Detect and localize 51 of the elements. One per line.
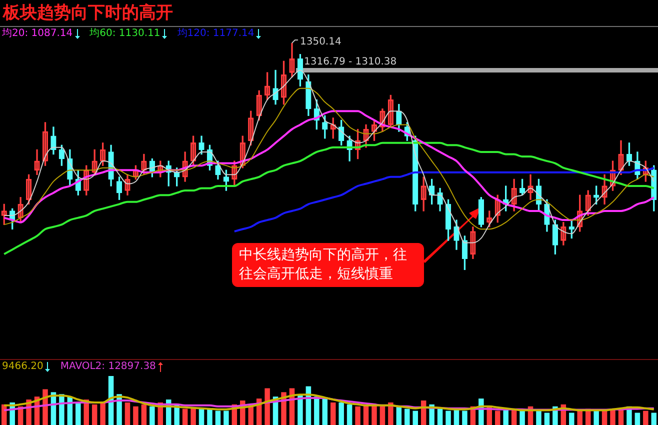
band-label: 1316.79 - 1310.38 — [304, 56, 397, 68]
bar — [536, 410, 542, 425]
bar — [92, 404, 98, 425]
bar — [330, 402, 336, 425]
bar — [388, 402, 394, 425]
text: 均120: 1177.14 — [177, 28, 254, 40]
bar — [380, 406, 386, 425]
bar — [198, 408, 204, 425]
bar — [182, 408, 188, 425]
bar — [346, 404, 352, 425]
text: 9466.20 — [2, 361, 44, 373]
bar — [264, 388, 270, 425]
bar — [446, 410, 451, 425]
bar — [100, 402, 106, 425]
bar — [133, 406, 138, 425]
bar — [520, 410, 525, 425]
bar — [437, 408, 443, 425]
bar — [124, 402, 130, 425]
bar — [594, 410, 599, 425]
bar — [544, 412, 550, 425]
bar — [396, 406, 402, 425]
bar — [141, 404, 147, 425]
annotation: 中长线趋势向下的高开，往往会高开低走，短线慎重 — [232, 243, 424, 287]
chart-title: 板块趋势向下时的高开 — [3, 2, 173, 25]
text: 均60: 1130.11 — [90, 28, 160, 40]
bar — [150, 406, 155, 425]
bar — [338, 402, 344, 425]
bar — [503, 408, 508, 425]
bar — [634, 412, 640, 425]
bar — [372, 404, 377, 425]
bar — [322, 398, 328, 425]
bar — [224, 410, 229, 425]
bar — [577, 410, 582, 425]
bar — [355, 406, 360, 425]
bar — [602, 410, 608, 425]
bar — [412, 410, 418, 425]
annotation: 1350.14 — [300, 36, 342, 48]
bar — [314, 396, 320, 425]
text: 均20: 1087.14 — [2, 28, 73, 40]
bar — [494, 410, 500, 425]
bar — [215, 410, 221, 425]
bar — [76, 402, 81, 425]
bar — [404, 408, 410, 425]
bar — [610, 408, 616, 425]
text: MAVOL2: 12897.38 — [60, 361, 156, 373]
bar — [569, 412, 574, 425]
bar — [462, 410, 468, 425]
bar — [207, 408, 212, 425]
bar — [651, 412, 657, 425]
bar — [643, 410, 648, 425]
bar — [190, 408, 196, 425]
